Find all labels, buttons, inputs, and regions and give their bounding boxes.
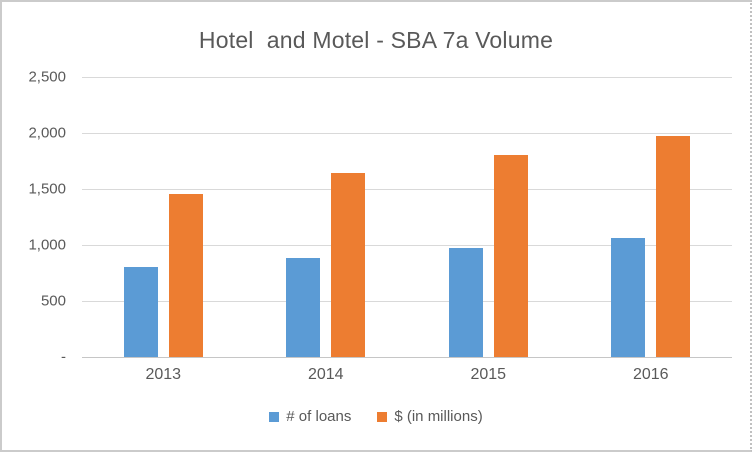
y-tick-label: 2,000 <box>28 124 66 142</box>
bar-group-2016 <box>570 77 733 357</box>
legend: # of loans $ (in millions) <box>2 408 750 425</box>
y-tick-label: 1,000 <box>28 236 66 254</box>
legend-item-millions: $ (in millions) <box>377 408 483 425</box>
bar-2013-millions <box>168 194 203 357</box>
legend-item-loans: # of loans <box>269 408 351 425</box>
plot-area <box>82 77 733 358</box>
gridline <box>82 133 732 134</box>
x-tick-label-2013: 2013 <box>145 366 182 383</box>
y-tick-label: - <box>61 348 66 366</box>
x-axis: 2013 2014 2015 2016 <box>82 366 732 384</box>
bar-group-2015 <box>407 77 570 357</box>
y-tick-label: 2,500 <box>28 68 66 86</box>
bar-2013-loans <box>123 266 158 357</box>
bar-2014-millions <box>331 173 366 357</box>
x-tick-label-2015: 2015 <box>470 366 507 383</box>
legend-label: # of loans <box>286 408 352 425</box>
gridline <box>82 301 732 302</box>
chart-title: Hotel and Motel - SBA 7a Volume <box>198 27 554 53</box>
bar-group-2014 <box>245 77 408 357</box>
y-tick-label: 500 <box>40 292 66 310</box>
legend-swatch-icon <box>269 411 280 422</box>
legend-swatch-icon <box>377 411 388 422</box>
x-tick-label-2014: 2014 <box>307 366 344 383</box>
bar-2014-loans <box>286 257 321 357</box>
bar-2016-millions <box>656 136 691 357</box>
bar-group-2013 <box>82 77 245 357</box>
y-tick-label: 1,500 <box>28 180 66 198</box>
gridline <box>82 189 732 190</box>
x-tick-label-2016: 2016 <box>632 366 669 383</box>
gridline <box>82 245 732 246</box>
x-axis-line <box>82 357 732 358</box>
legend-label: $ (in millions) <box>394 408 483 425</box>
bar-2015-loans <box>448 248 483 357</box>
bar-2015-millions <box>493 154 528 357</box>
bar-2016-loans <box>611 238 646 357</box>
gridline <box>82 77 732 78</box>
y-axis: 2,500 2,000 1,500 1,000 500 - <box>2 69 66 366</box>
